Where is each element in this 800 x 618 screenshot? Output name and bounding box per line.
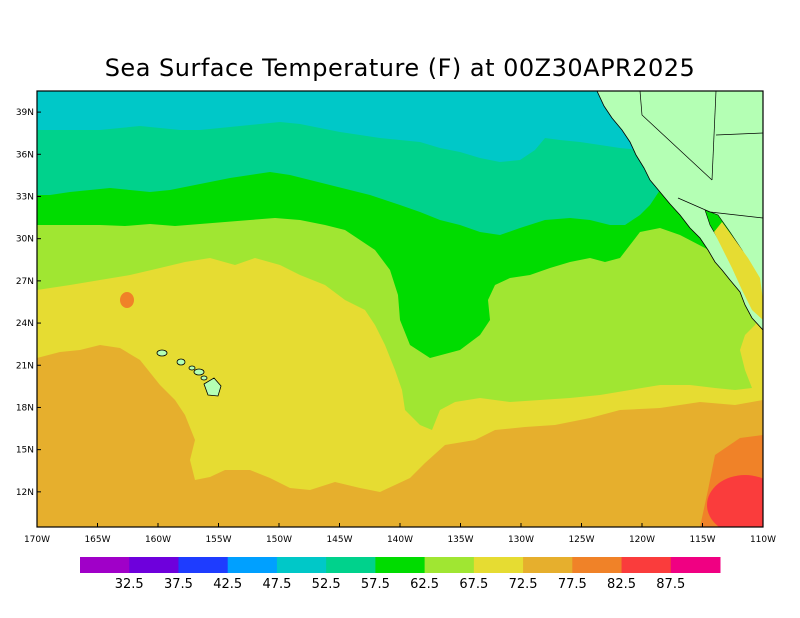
latitude-labels: 12N 15N 18N 21N 24N 27N 30N 33N 36N 39N [16, 108, 34, 498]
lat-label: 12N [16, 488, 34, 498]
map-title: Sea Surface Temperature (F) at 00Z30APR2… [104, 54, 696, 82]
warm-patch-77-5 [120, 292, 134, 308]
colorbar-swatch [80, 557, 130, 573]
colorbar-label: 62.5 [410, 577, 439, 592]
colorbar-label: 42.5 [213, 577, 242, 592]
lat-label: 21N [16, 361, 34, 371]
colorbar-label: 82.5 [607, 577, 636, 592]
colorbar-label: 57.5 [361, 577, 390, 592]
colorbar-swatch [326, 557, 376, 573]
lon-label: 140W [387, 535, 413, 545]
lat-label: 33N [16, 192, 34, 202]
lon-label: 170W [24, 535, 50, 545]
hawaiian-islands [156, 349, 222, 397]
lon-label: 135W [447, 535, 473, 545]
lon-label: 145W [326, 535, 352, 545]
lon-label: 155W [205, 535, 231, 545]
lon-label: 165W [84, 535, 110, 545]
colorbar-labels: 32.5 37.5 42.5 47.5 52.5 57.5 62.5 67.5 72.5 77.5… [115, 577, 685, 592]
north-america-land [596, 91, 763, 331]
colorbar-swatch [670, 557, 721, 573]
colorbar-label: 87.5 [656, 577, 685, 592]
lat-label: 18N [16, 403, 34, 413]
axis-ticks [36, 111, 764, 527]
colorbar [80, 557, 721, 573]
colorbar-swatch [129, 557, 179, 573]
lon-label: 110W [750, 535, 776, 545]
temperature-field [37, 91, 763, 527]
lat-label: 15N [16, 446, 34, 456]
lat-label: 30N [16, 235, 34, 245]
colorbar-label: 77.5 [558, 577, 587, 592]
lon-label: 125W [568, 535, 594, 545]
lat-label: 24N [16, 319, 34, 329]
colorbar-swatch [178, 557, 229, 573]
colorbar-label: 32.5 [115, 577, 144, 592]
colorbar-swatch [276, 557, 327, 573]
colorbar-swatch [227, 557, 278, 573]
baja-coast-warm-band [714, 222, 763, 320]
lon-label: 150W [266, 535, 292, 545]
warm-patch-82-5 [707, 475, 763, 527]
colorbar-swatch [523, 557, 573, 573]
lon-label: 160W [145, 535, 171, 545]
colorbar-swatch [424, 557, 475, 573]
lat-label: 39N [16, 108, 34, 118]
colorbar-label: 47.5 [262, 577, 291, 592]
colorbar-swatch [621, 557, 672, 573]
colorbar-label: 72.5 [509, 577, 538, 592]
colorbar-label: 37.5 [164, 577, 193, 592]
lon-label: 120W [629, 535, 655, 545]
lon-label: 130W [508, 535, 534, 545]
longitude-labels: 170W 165W 160W 155W 150W 145W 140W 135W 130W 125W… [24, 535, 776, 545]
lat-label: 36N [16, 150, 34, 160]
colorbar-swatch [473, 557, 524, 573]
state-borders [639, 91, 763, 219]
colorbar-swatch [572, 557, 623, 573]
colorbar-label: 52.5 [312, 577, 341, 592]
lon-label: 115W [689, 535, 715, 545]
colorbar-label: 67.5 [459, 577, 488, 592]
lat-label: 27N [16, 277, 34, 287]
colorbar-swatch [375, 557, 426, 573]
